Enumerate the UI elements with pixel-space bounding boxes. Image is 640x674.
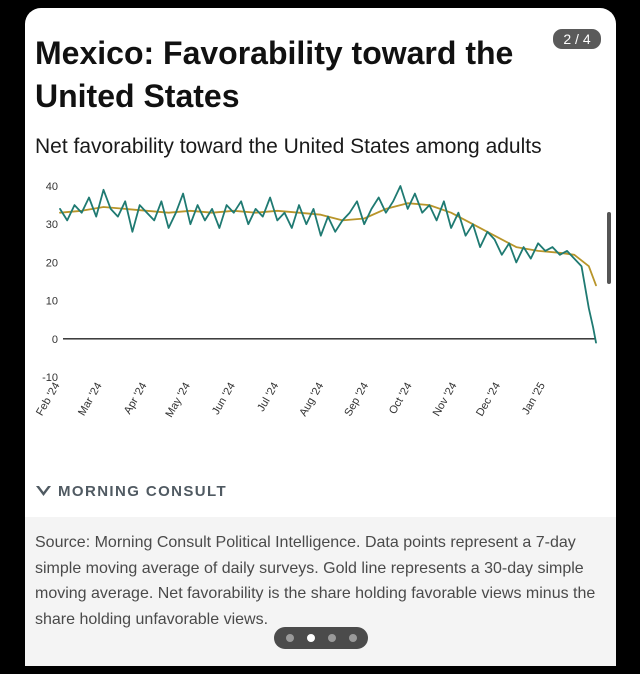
source-note: Source: Morning Consult Political Intell… <box>35 534 596 628</box>
chart-title: Mexico: Favorability toward the United S… <box>35 35 514 114</box>
y-tick-label: 40 <box>46 181 58 193</box>
chart-subtitle: Net favorability toward the United State… <box>35 135 542 158</box>
x-tick-label: Jun '24 <box>210 381 238 417</box>
x-tick-label: May '24 <box>163 381 192 420</box>
morning-consult-logo-icon <box>36 486 51 496</box>
x-tick-label: Sep '24 <box>342 381 371 419</box>
x-tick-label: Mar '24 <box>76 381 105 418</box>
y-tick-label: 0 <box>52 334 58 346</box>
page-indicator: 2 / 4 <box>551 27 603 51</box>
carousel-dot[interactable] <box>327 634 336 642</box>
x-tick-label: Feb '24 <box>34 381 63 418</box>
carousel-dot[interactable] <box>348 634 357 642</box>
x-tick-label: Jan '25 <box>520 381 548 417</box>
carousel-dot[interactable] <box>285 634 294 642</box>
average-series-line <box>59 202 597 287</box>
y-tick-label: 10 <box>46 296 58 308</box>
y-tick-label: 30 <box>46 219 58 231</box>
scrollbar[interactable] <box>607 212 611 284</box>
x-tick-label: Nov '24 <box>431 381 460 419</box>
brand-logo: MORNING CONSULT <box>35 480 227 502</box>
x-tick-label: Apr '24 <box>122 381 150 417</box>
y-tick-label: -10 <box>42 372 58 384</box>
daily-series-line <box>59 185 597 344</box>
brand-name: MORNING CONSULT <box>58 482 228 500</box>
y-tick-label: 20 <box>46 257 58 269</box>
x-tick-label: Oct '24 <box>387 381 415 417</box>
x-tick-label: Aug '24 <box>297 381 326 419</box>
x-tick-label: Jul '24 <box>255 381 281 414</box>
x-tick-label: Dec '24 <box>474 380 503 418</box>
carousel-dot[interactable] <box>306 634 315 642</box>
carousel-pagination[interactable] <box>274 627 368 649</box>
